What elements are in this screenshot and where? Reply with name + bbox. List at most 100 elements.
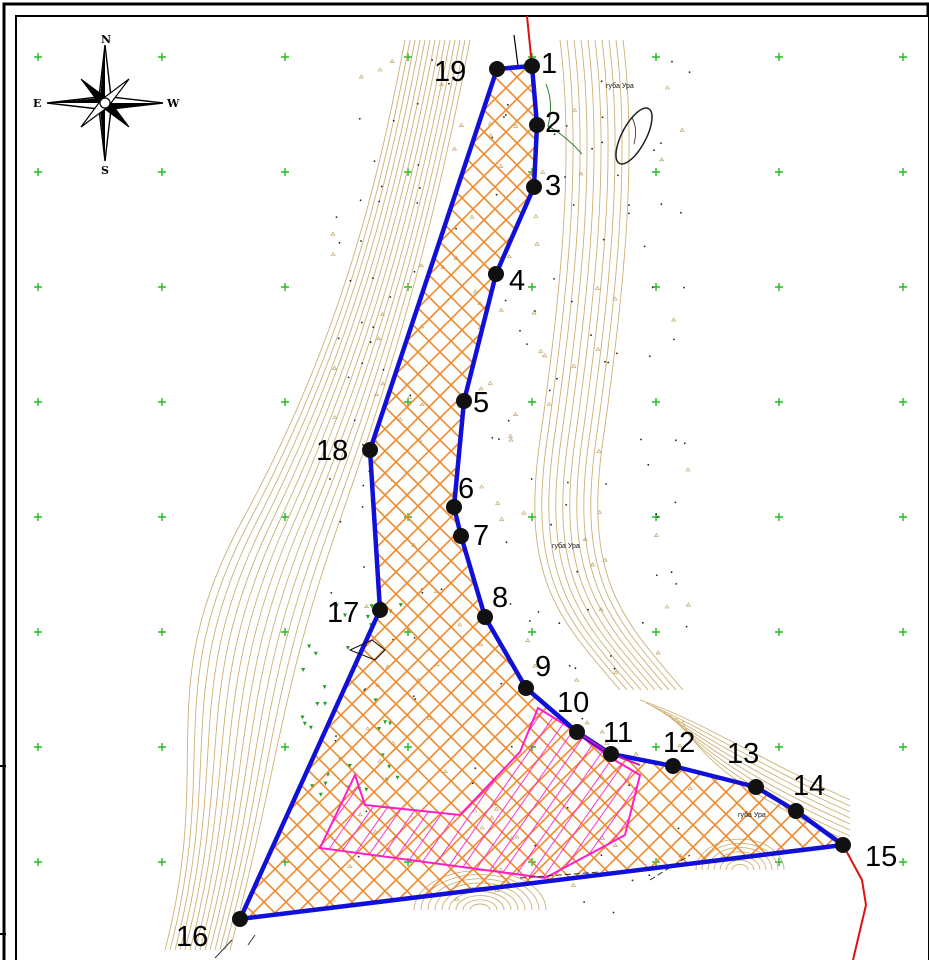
terrain-symbol: [655, 650, 661, 655]
boundary-point-label: 19: [434, 56, 466, 88]
terrain-symbol: [633, 751, 639, 756]
contour-line: [229, 39, 471, 951]
terrain-symbol: [533, 213, 539, 218]
terrain-symbol: [685, 467, 691, 472]
grid-crosses: [34, 53, 907, 866]
vegetation-symbol: [334, 603, 339, 608]
elevation-dot: [631, 879, 634, 882]
elevation-dot: [504, 299, 507, 302]
compass-label-south: S: [101, 164, 109, 177]
terrain-symbol: [594, 285, 600, 290]
terrain-symbol: [538, 348, 544, 353]
terrain-symbol: [595, 346, 601, 351]
grid-cross: [775, 513, 783, 521]
terrain-symbol: [508, 437, 514, 442]
elevation-dot: [600, 80, 603, 83]
contour-line: [455, 895, 505, 911]
terrain-symbol: [487, 380, 493, 385]
elevation-dot: [673, 338, 675, 341]
elevation-dot: [330, 592, 333, 594]
lake-inner: [631, 117, 636, 145]
elevation-dot: [505, 541, 508, 544]
elevation-dot: [372, 326, 375, 328]
terrain-symbol: [596, 509, 603, 514]
terrain-symbol: [679, 127, 685, 132]
terrain-symbol: [358, 74, 364, 79]
grid-cross: [281, 168, 289, 176]
terrain-symbol: [330, 251, 336, 256]
boundary-point-marker: [529, 117, 545, 133]
boundary-point-label: 1: [541, 48, 557, 80]
elevation-dot: [353, 419, 356, 422]
contour-line: [184, 39, 426, 951]
terrain-symbol: [570, 882, 576, 887]
elevation-dot: [339, 520, 342, 523]
elevation-dot: [338, 241, 341, 244]
terrain-symbol: [389, 59, 395, 63]
elevation-dot: [604, 360, 606, 363]
elevation-dot: [360, 240, 362, 242]
grid-cross: [899, 168, 907, 176]
terrain-symbol: [478, 386, 484, 391]
boundary-point-label: 13: [727, 738, 759, 770]
terrain-symbol: [512, 412, 519, 416]
terrain-symbol: [380, 381, 386, 386]
elevation-dot: [329, 478, 331, 480]
boundary-point-label: 7: [473, 520, 489, 552]
contour-line: [725, 859, 755, 871]
grid-cross: [652, 743, 660, 751]
elevation-dot: [571, 300, 573, 303]
terrain-symbol: [596, 448, 602, 453]
grid-cross: [899, 283, 907, 291]
grid-cross: [158, 283, 166, 291]
terrain-symbol: [331, 365, 338, 370]
compass-label-north: N: [101, 33, 111, 46]
contour-line: [189, 39, 431, 951]
terrain-symbol: [582, 537, 588, 541]
elevation-dot: [373, 160, 376, 163]
elevation-dot: [590, 334, 592, 337]
elevation-dot: [660, 142, 662, 145]
elevation-dot: [413, 270, 416, 273]
terrain-symbol: [534, 241, 540, 246]
elevation-dot: [553, 278, 555, 280]
terrain-symbol: [546, 401, 552, 406]
elevation-dot: [419, 187, 421, 189]
grid-cross: [34, 858, 42, 866]
contour-line: [219, 39, 461, 951]
compass-rose: N S E W: [33, 33, 180, 177]
elevation-dot: [656, 516, 659, 518]
elevation-dot: [349, 279, 352, 282]
terrain-symbol: [506, 254, 512, 258]
elevation-dot: [448, 82, 450, 85]
terrain-symbol: [521, 510, 527, 515]
boundary-point-label: 14: [793, 770, 825, 802]
elevation-dot: [653, 149, 655, 152]
grid-cross: [158, 513, 166, 521]
terrain-symbol: [451, 146, 457, 151]
elevation-dot: [591, 147, 593, 150]
boundary-point-marker: [489, 61, 505, 77]
contour-line: [541, 39, 628, 691]
elevation-dot: [660, 203, 663, 206]
elevation-dot: [363, 566, 365, 568]
terrain-symbol: [584, 720, 590, 725]
vegetation-symbol: [300, 715, 305, 720]
elevation-dot: [647, 463, 650, 466]
boundary-point-marker: [748, 779, 764, 795]
boundary-point-label: 5: [473, 387, 489, 419]
elevation-dot: [601, 141, 604, 144]
elevation-dot: [655, 574, 658, 577]
terrain-symbol: [574, 677, 580, 682]
grid-cross: [652, 628, 660, 636]
black-mark: [348, 639, 386, 661]
elevation-dot: [628, 204, 630, 207]
grid-cross: [158, 398, 166, 406]
boundary-point-marker: [835, 837, 851, 853]
boundary-point-marker: [603, 746, 619, 762]
boundary-point-marker: [788, 803, 804, 819]
contour-line: [675, 717, 851, 837]
elevation-dot: [550, 523, 552, 526]
contour-line: [534, 39, 621, 691]
grid-cross: [158, 168, 166, 176]
